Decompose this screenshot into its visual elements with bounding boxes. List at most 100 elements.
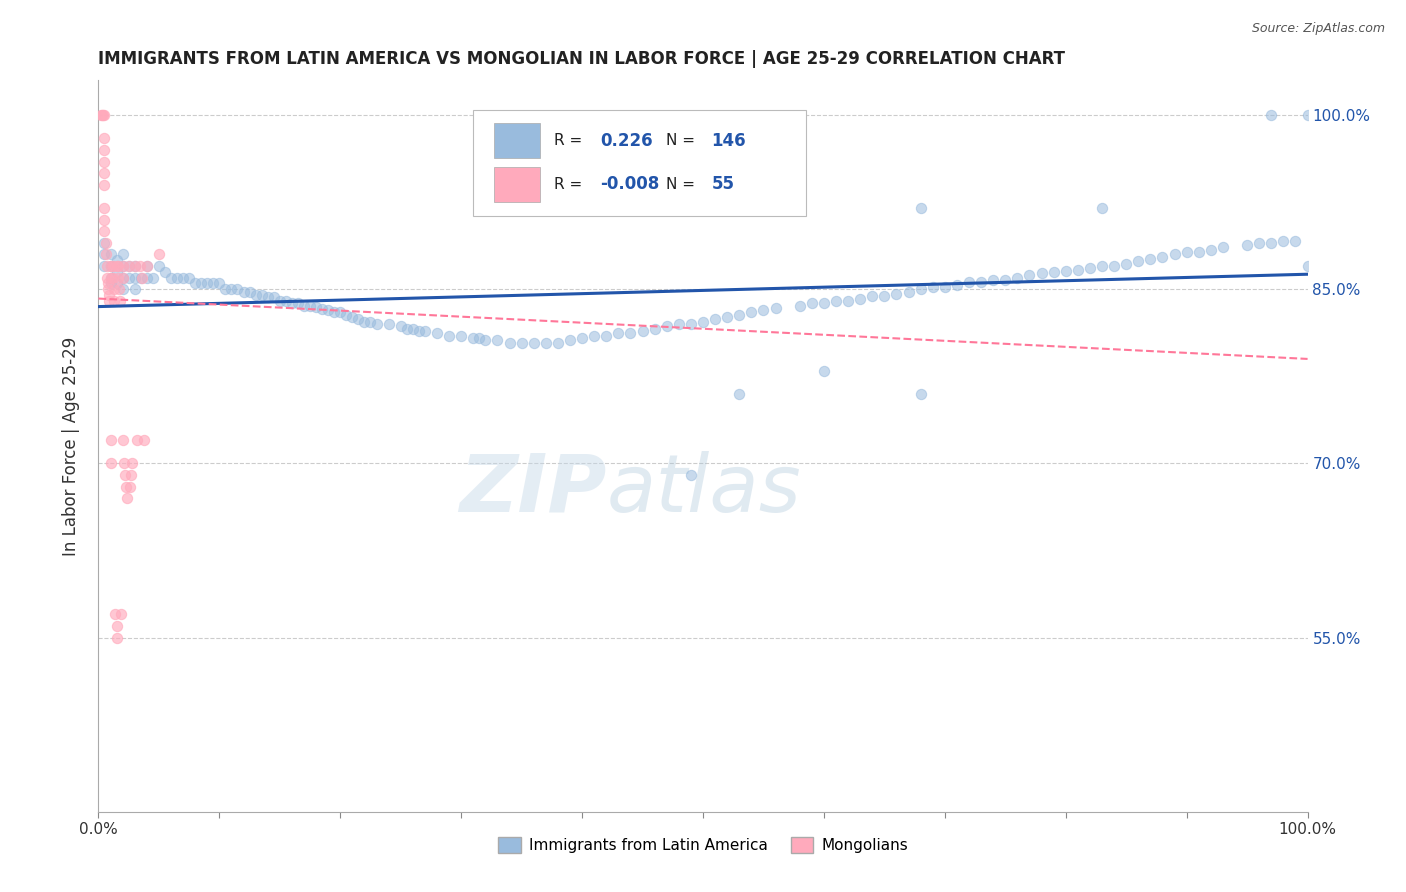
Point (408, 324, 430, 338)
Point (1031, 266, 1053, 280)
Point (946, 277, 969, 292)
Point (716, 310, 738, 325)
Point (166, 270, 188, 285)
Point (208, 277, 231, 291)
Point (96, 259, 118, 273)
Point (655, 319, 678, 334)
Point (128, 259, 150, 273)
Point (765, 301, 787, 315)
Point (1152, 250, 1174, 264)
Point (93, 235, 115, 250)
Point (299, 299, 322, 313)
Text: 55: 55 (711, 176, 734, 194)
Point (184, 277, 207, 291)
Point (366, 317, 388, 331)
Point (1091, 201, 1114, 215)
Point (1212, 240, 1234, 254)
Point (873, 289, 896, 303)
Point (981, 273, 1004, 287)
Point (118, 259, 141, 273)
Point (1272, 234, 1295, 248)
Point (118, 270, 141, 285)
Point (111, 270, 134, 285)
Point (837, 293, 859, 308)
Point (921, 280, 943, 294)
Point (360, 315, 382, 329)
Point (131, 270, 153, 285)
Point (1199, 243, 1222, 257)
Point (214, 282, 236, 296)
Point (135, 270, 157, 285)
Point (115, 480, 138, 494)
Point (728, 386, 751, 401)
Point (124, 270, 146, 285)
Text: R =: R = (554, 133, 588, 148)
Point (100, 259, 122, 273)
Point (1139, 252, 1161, 266)
Point (329, 305, 352, 319)
Text: Source: ZipAtlas.com: Source: ZipAtlas.com (1251, 22, 1385, 36)
FancyBboxPatch shape (474, 110, 806, 216)
Text: R =: R = (554, 177, 588, 192)
Point (426, 326, 449, 341)
Point (558, 334, 581, 348)
Point (728, 308, 751, 322)
FancyBboxPatch shape (494, 123, 540, 159)
Text: 146: 146 (711, 132, 747, 150)
Point (752, 303, 775, 318)
Point (135, 259, 157, 273)
Point (142, 270, 165, 285)
Point (1078, 261, 1101, 276)
Point (353, 315, 375, 329)
Text: IMMIGRANTS FROM LATIN AMERICA VS MONGOLIAN IN LABOR FORCE | AGE 25-29 CORRELATIO: IMMIGRANTS FROM LATIN AMERICA VS MONGOLI… (98, 50, 1066, 68)
Point (679, 468, 702, 483)
Point (111, 259, 134, 273)
Point (108, 282, 131, 296)
Point (704, 312, 727, 326)
Point (121, 457, 143, 471)
Point (800, 296, 823, 310)
Point (395, 322, 418, 336)
Point (316, 303, 339, 318)
Point (1260, 108, 1282, 122)
Point (1188, 245, 1211, 260)
Point (413, 324, 436, 338)
Point (1054, 263, 1077, 277)
Point (970, 275, 993, 289)
Point (1042, 265, 1064, 279)
Point (377, 317, 399, 331)
Point (108, 293, 131, 308)
Point (860, 289, 883, 303)
Point (450, 328, 472, 343)
Point (124, 259, 146, 273)
Point (607, 326, 630, 341)
Point (957, 275, 980, 289)
Point (111, 270, 134, 285)
Point (127, 433, 149, 447)
Point (335, 308, 357, 322)
Point (849, 292, 872, 306)
Point (1018, 268, 1040, 283)
Point (195, 277, 218, 291)
Point (468, 331, 491, 345)
Point (101, 259, 124, 273)
Point (269, 293, 291, 308)
Point (910, 386, 932, 401)
Point (1067, 262, 1090, 277)
Point (263, 290, 285, 304)
Point (103, 293, 125, 308)
Point (1175, 245, 1198, 260)
Point (124, 282, 146, 296)
Point (93, 178, 115, 192)
Point (111, 282, 134, 296)
Point (117, 491, 139, 506)
Point (93, 154, 115, 169)
Point (103, 282, 125, 296)
Point (239, 285, 262, 299)
Point (105, 277, 128, 291)
Point (226, 282, 249, 296)
Legend: Immigrants from Latin America, Mongolians: Immigrants from Latin America, Mongolian… (492, 830, 914, 859)
Point (292, 299, 315, 313)
Y-axis label: In Labor Force | Age 25-29: In Labor Force | Age 25-29 (62, 336, 80, 556)
Point (90, 108, 112, 122)
